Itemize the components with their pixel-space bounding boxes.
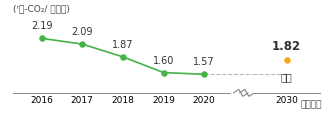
Point (120, 56, 125, 58)
Text: 1.87: 1.87 (112, 40, 134, 50)
Text: 目標: 目標 (280, 72, 292, 82)
Point (161, 71, 166, 74)
Text: (ʳｳ-CO₂/ 百万円): (ʳｳ-CO₂/ 百万円) (13, 4, 70, 13)
Point (80, 43, 85, 45)
Text: 1.57: 1.57 (193, 57, 215, 67)
Point (202, 73, 207, 75)
Text: 2.19: 2.19 (31, 21, 52, 31)
Point (39, 37, 44, 39)
Bar (231, 91, 255, 102)
Text: 2.09: 2.09 (72, 27, 93, 37)
Text: 1.60: 1.60 (153, 56, 174, 66)
Point (284, 59, 289, 61)
Text: （年度）: （年度） (300, 101, 322, 110)
Text: 1.82: 1.82 (272, 40, 301, 53)
